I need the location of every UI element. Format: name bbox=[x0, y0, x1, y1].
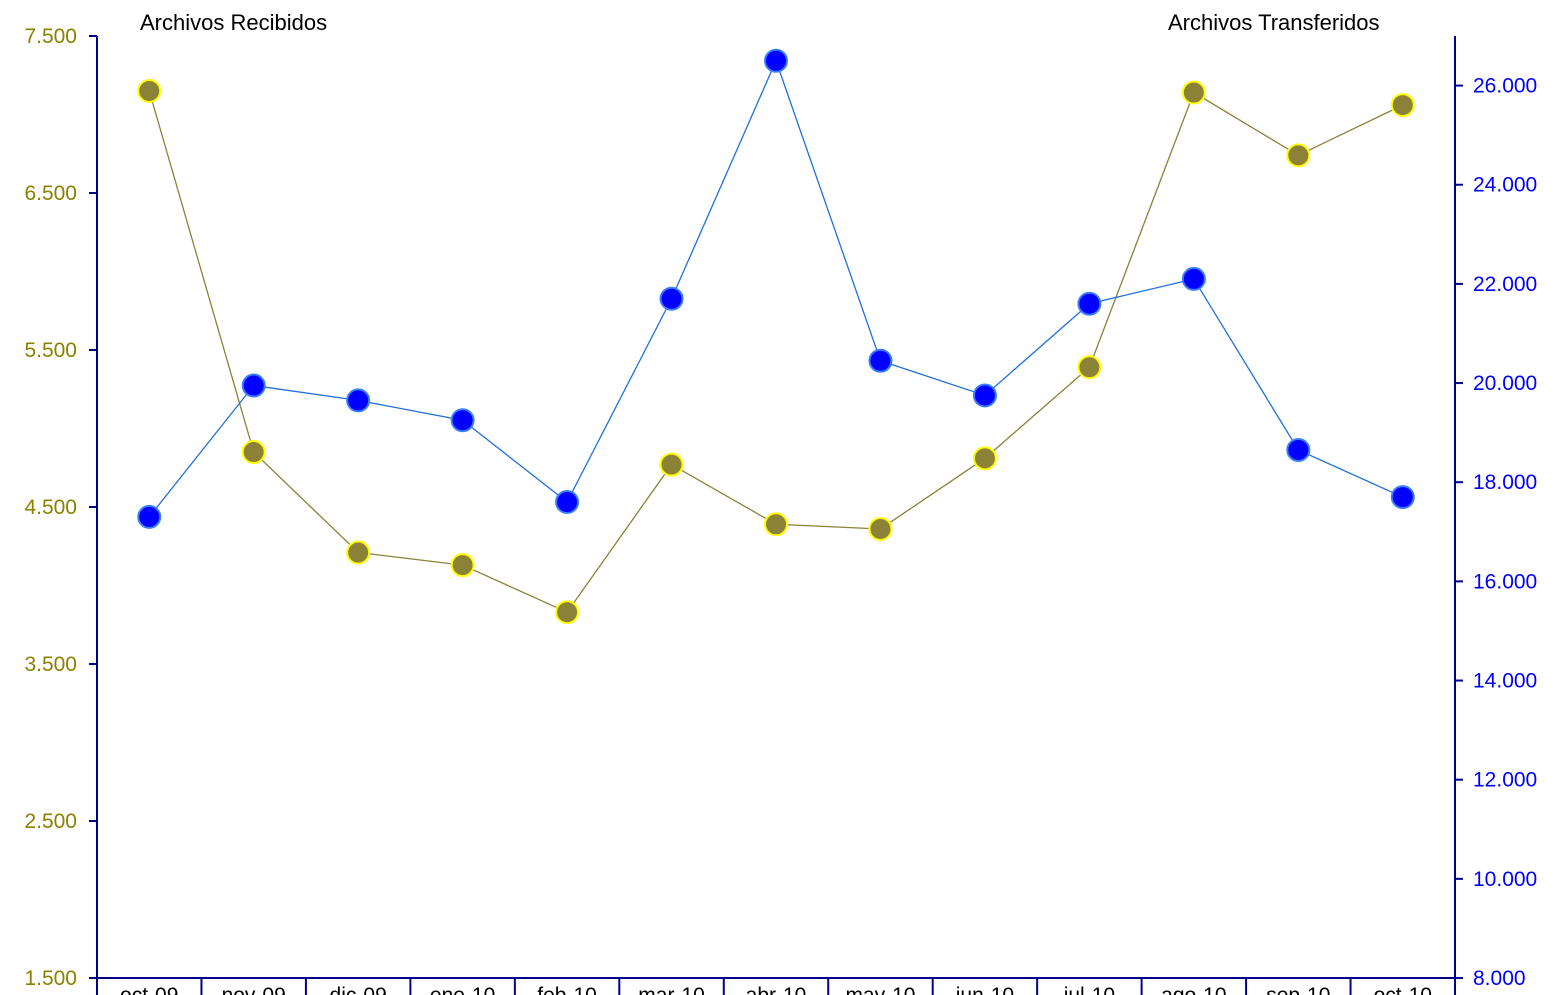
right-y-tick-label: 10.000 bbox=[1473, 868, 1537, 891]
series-line-archivos-transferidos bbox=[148, 59, 1404, 518]
right-y-tick-label: 18.000 bbox=[1473, 471, 1537, 494]
x-tick-label: abr-10 bbox=[746, 984, 807, 995]
left-y-tick-label: 6.500 bbox=[24, 182, 77, 205]
right-y-tick-label: 8.000 bbox=[1473, 967, 1526, 990]
left-y-tick-label: 2.500 bbox=[24, 810, 77, 833]
recibidos-data-point bbox=[1286, 143, 1311, 168]
x-tick-label: jul-10 bbox=[1063, 984, 1115, 995]
transferidos-data-point bbox=[1390, 485, 1415, 510]
x-tick-label: may-10 bbox=[845, 984, 915, 995]
recibidos-data-point bbox=[555, 600, 580, 625]
transferidos-data-point bbox=[241, 373, 266, 398]
right-y-tick-label: 16.000 bbox=[1473, 570, 1537, 593]
left-y-tick-label: 3.500 bbox=[24, 653, 77, 676]
left-y-tick-label: 4.500 bbox=[24, 496, 77, 519]
left-y-tick-label: 5.500 bbox=[24, 339, 77, 362]
recibidos-data-point bbox=[241, 440, 266, 465]
x-tick-label: oct-10 bbox=[1374, 984, 1432, 995]
recibidos-data-point bbox=[1181, 80, 1206, 105]
transferidos-data-point bbox=[1286, 437, 1311, 462]
transferidos-data-point bbox=[346, 388, 371, 413]
transferidos-data-point bbox=[972, 383, 997, 408]
recibidos-data-point bbox=[868, 516, 893, 541]
right-y-tick-label: 24.000 bbox=[1473, 174, 1537, 197]
recibidos-data-point bbox=[137, 78, 162, 103]
recibidos-data-point bbox=[346, 540, 371, 565]
x-tick-label: nov-09 bbox=[222, 984, 286, 995]
transferidos-data-point bbox=[868, 348, 893, 373]
transferidos-data-point bbox=[1077, 291, 1102, 316]
right-y-tick-label: 22.000 bbox=[1473, 273, 1537, 296]
transferidos-data-point bbox=[764, 48, 788, 73]
recibidos-data-point bbox=[764, 512, 788, 537]
recibidos-data-point bbox=[659, 452, 684, 477]
transferidos-data-point bbox=[555, 490, 580, 515]
x-tick-label: jun-10 bbox=[955, 984, 1014, 995]
x-tick-label: sep-10 bbox=[1266, 984, 1330, 995]
recibidos-data-point bbox=[1390, 93, 1415, 118]
x-tick-label: ago-10 bbox=[1161, 984, 1226, 995]
x-tick-label: feb-10 bbox=[537, 984, 597, 995]
left-axis-series-title: Archivos Recibidos bbox=[140, 10, 328, 35]
right-y-tick-label: 12.000 bbox=[1473, 769, 1537, 792]
right-axis-series-title: Archivos Transferidos bbox=[1168, 10, 1380, 35]
x-tick-label: oct-09 bbox=[120, 984, 178, 995]
right-y-tick-label: 26.000 bbox=[1473, 75, 1537, 98]
x-tick-label: mar-10 bbox=[638, 984, 705, 995]
left-y-tick-label: 1.500 bbox=[24, 967, 77, 990]
transferidos-data-point bbox=[1181, 266, 1206, 291]
x-tick-label: ene-10 bbox=[430, 984, 495, 995]
right-y-tick-label: 14.000 bbox=[1473, 670, 1537, 693]
right-y-tick-label: 20.000 bbox=[1473, 372, 1537, 395]
transferidos-data-point bbox=[450, 408, 475, 433]
recibidos-data-point bbox=[450, 553, 475, 578]
recibidos-data-point bbox=[1077, 355, 1102, 380]
x-tick-label: dic-09 bbox=[330, 984, 387, 995]
recibidos-data-point bbox=[972, 446, 997, 471]
transferidos-data-point bbox=[659, 286, 684, 311]
transferidos-data-point bbox=[137, 504, 162, 529]
left-y-tick-label: 7.500 bbox=[24, 25, 77, 48]
